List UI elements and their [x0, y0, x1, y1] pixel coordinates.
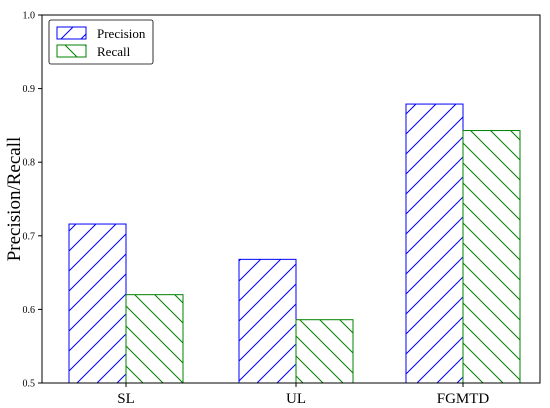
- x-axis-ticks: SL UL FGMTD: [117, 383, 489, 407]
- legend-swatch-precision: [56, 26, 87, 40]
- legend-swatch-recall: [56, 44, 87, 58]
- plot-frame: [41, 14, 541, 384]
- y-tick-label: 0.6: [23, 305, 36, 316]
- bar-precision-fgmtd: [405, 103, 464, 384]
- legend-label-precision: Precision: [97, 26, 146, 41]
- y-tick-label: 0.8: [23, 158, 36, 169]
- bar-recall-sl: [125, 294, 184, 384]
- y-tick-label: 1.0: [23, 11, 36, 22]
- legend: Precision Recall: [48, 19, 154, 65]
- bar-recall-fgmtd: [462, 130, 521, 384]
- bars-group: [68, 103, 521, 384]
- y-tick-label: 0.9: [23, 84, 36, 95]
- bar-precision-ul: [238, 258, 297, 384]
- x-tick-label: UL: [286, 391, 306, 407]
- y-axis-ticks: 0.5 0.6 0.7 0.8 0.9 1.0: [23, 11, 42, 390]
- y-axis-label: Precision/Recall: [4, 137, 25, 262]
- bar-recall-ul: [295, 319, 354, 384]
- y-tick-label: 0.5: [23, 379, 36, 390]
- bar-precision-sl: [68, 223, 127, 384]
- x-tick-label: SL: [117, 391, 135, 407]
- x-tick-label: FGMTD: [437, 391, 490, 407]
- legend-label-recall: Recall: [97, 44, 131, 59]
- y-tick-label: 0.7: [23, 231, 36, 242]
